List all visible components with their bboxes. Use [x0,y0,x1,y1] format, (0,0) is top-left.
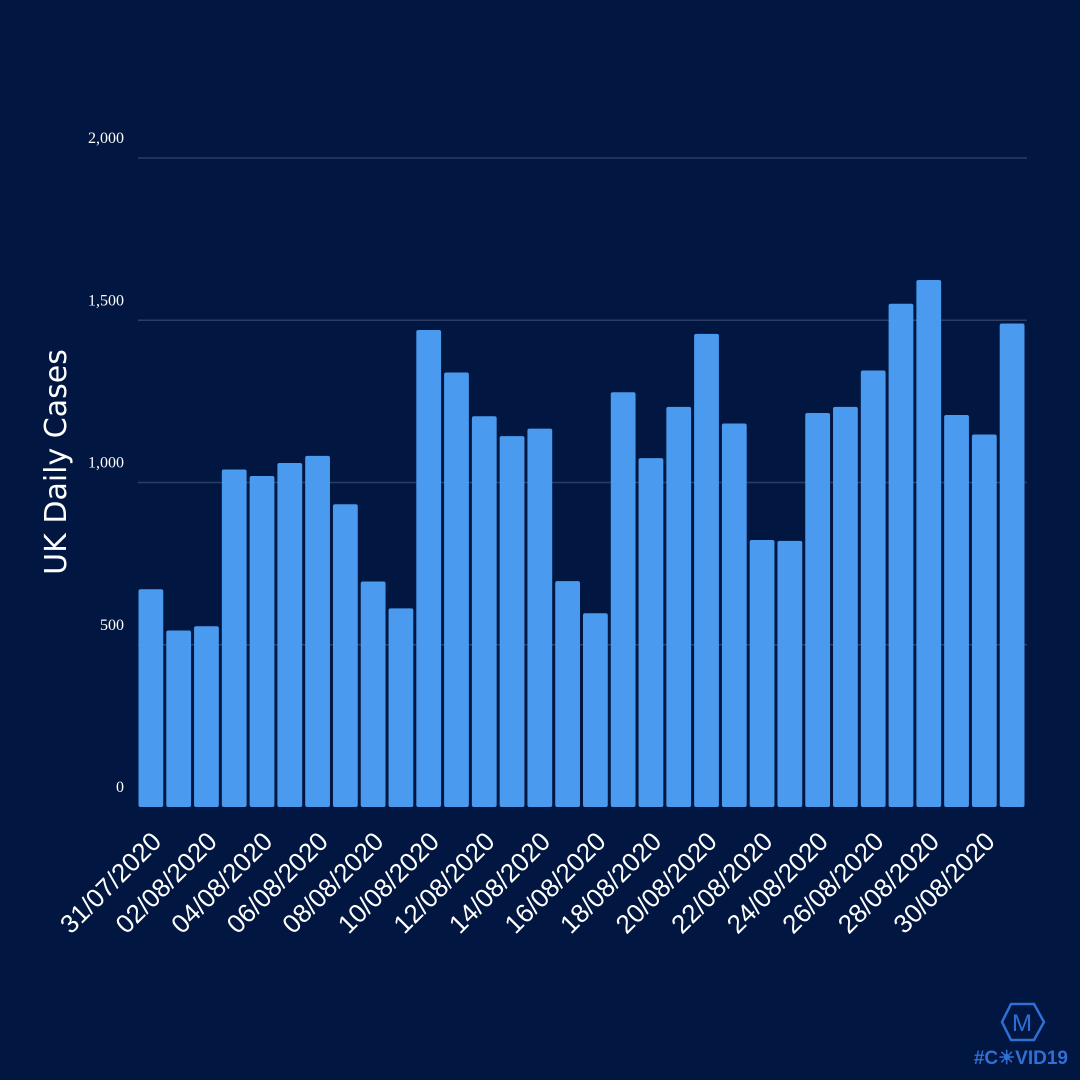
bar [499,436,525,807]
bar [638,458,664,807]
bar [194,626,219,807]
bar [666,406,692,807]
y-tick-label: 2,000 [88,130,124,147]
bar [471,416,497,807]
bar [416,329,442,807]
bar [694,333,719,807]
y-tick-label: 500 [100,617,124,634]
bar [444,372,469,807]
y-tick-label: 1,500 [88,292,124,309]
bar [332,504,358,807]
bar [277,463,303,807]
bar [138,589,164,807]
bar [805,413,831,807]
bar [527,428,553,807]
logo-letter: M [1012,1010,1032,1037]
bar [221,469,247,807]
bar [971,434,997,807]
bar [166,630,192,807]
bar [249,476,275,807]
bar [360,581,386,807]
bar [721,423,747,807]
bar [888,303,914,807]
covid19-hashtag: #C☀VID19 [974,1048,1068,1069]
y-tick-label: 1,000 [88,455,124,472]
y-tick-label: 0 [116,779,124,796]
bar [916,280,942,807]
bar [777,540,803,807]
bar [555,581,580,807]
bar [860,370,886,807]
bar [610,392,636,807]
bar [583,613,608,807]
bar [388,608,414,807]
m-logo-icon: M [1000,1002,1046,1042]
bars [138,280,1025,807]
bar [305,455,330,807]
bar [833,406,858,807]
y-axis-label: UK Daily Cases [39,349,74,575]
bar [749,539,775,807]
y-axis-ticks: 0 500 1,000 1,500 2,000 [88,130,124,796]
bar [999,323,1025,807]
bar [944,415,969,807]
